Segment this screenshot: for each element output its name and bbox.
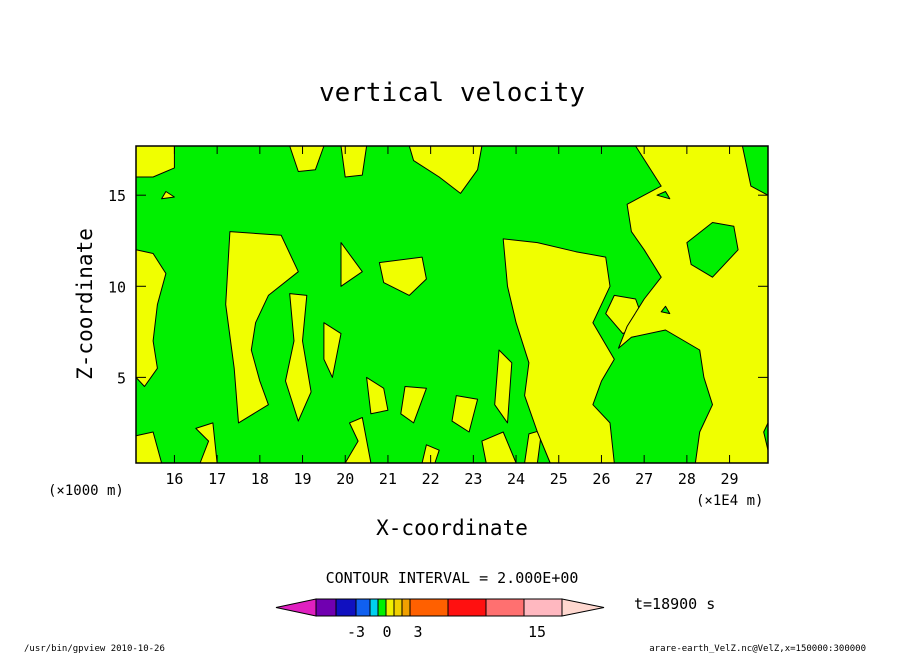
colorbar-swatch <box>447 598 487 617</box>
x-tick-label: 29 <box>721 470 739 488</box>
colorbar-label: 3 <box>413 623 422 641</box>
colorbar-swatch <box>385 598 395 617</box>
contour-region-yellow <box>502 238 615 464</box>
contour-region-yellow <box>340 242 363 287</box>
x-axis-label: X-coordinate <box>376 516 528 540</box>
colorbar-swatch <box>401 598 411 617</box>
contour-region-green <box>660 305 671 315</box>
y-tick-label: 5 <box>117 369 126 387</box>
colorbar-swatch <box>377 598 387 617</box>
x-tick-label: 24 <box>507 470 525 488</box>
y-tick-label: 15 <box>108 187 126 205</box>
x-unit-left: (×1000 m) <box>48 483 124 499</box>
x-tick-label: 22 <box>422 470 440 488</box>
contour-region-yellow <box>135 249 167 387</box>
colorbar-label: 15 <box>528 623 546 641</box>
x-tick-label: 21 <box>379 470 397 488</box>
contour-region-yellow <box>161 191 175 200</box>
contour-region-yellow <box>285 293 312 422</box>
plot-frame <box>135 145 769 464</box>
x-tick-label: 17 <box>208 470 226 488</box>
x-unit-right: (×1E4 m) <box>696 493 763 509</box>
colorbar-swatch <box>393 598 403 617</box>
y-axis: 5 10 15 <box>108 187 768 387</box>
x-tick-label: 20 <box>336 470 354 488</box>
contour-region-yellow <box>323 322 342 378</box>
chart-title: vertical velocity <box>319 78 585 108</box>
plot-area <box>135 145 769 464</box>
time-label: t=18900 s <box>634 595 715 613</box>
contour-region-green <box>686 222 739 278</box>
contour-interval: CONTOUR INTERVAL = 2.000E+00 <box>326 569 579 587</box>
contour-region-yellow <box>400 386 427 424</box>
colorbar-label: 0 <box>382 623 391 641</box>
x-tick-label: 23 <box>464 470 482 488</box>
x-tick-label: 26 <box>592 470 610 488</box>
colorbar-arrow-right <box>561 598 605 617</box>
x-axis: 16 17 18 19 20 21 22 23 24 25 26 27 28 29 <box>165 146 739 488</box>
colorbar-label: -3 <box>347 623 365 641</box>
colorbar <box>275 598 605 617</box>
x-tick-label: 27 <box>635 470 653 488</box>
y-tick-label: 10 <box>108 278 126 296</box>
x-tick-label: 19 <box>294 470 312 488</box>
x-tick-label: 28 <box>678 470 696 488</box>
colorbar-swatch <box>315 598 337 617</box>
colorbar-swatch <box>523 598 563 617</box>
contour-region-yellow <box>378 256 427 296</box>
x-tick-label: 18 <box>251 470 269 488</box>
contour-region-yellow <box>225 231 299 424</box>
colorbar-arrow-left <box>275 598 317 617</box>
contour-region-yellow <box>451 395 479 433</box>
contour-region-yellow <box>366 376 389 415</box>
colorbar-swatch <box>335 598 357 617</box>
colorbar-labels: -3 0 3 15 <box>347 623 546 641</box>
colorbar-swatch <box>369 598 379 617</box>
x-tick-label: 25 <box>550 470 568 488</box>
contour-region-green <box>656 191 671 200</box>
x-tick-label: 16 <box>165 470 183 488</box>
footer-right: arare-earth_VelZ.nc@VelZ,x=150000:300000 <box>649 644 866 654</box>
contour-region-yellow <box>494 349 513 424</box>
colorbar-swatch <box>355 598 371 617</box>
y-axis-label: Z-coordinate <box>73 228 97 380</box>
colorbar-swatch <box>409 598 449 617</box>
colorbar-swatch <box>485 598 525 617</box>
footer-left: /usr/bin/gpview 2010-10-26 <box>24 644 165 654</box>
